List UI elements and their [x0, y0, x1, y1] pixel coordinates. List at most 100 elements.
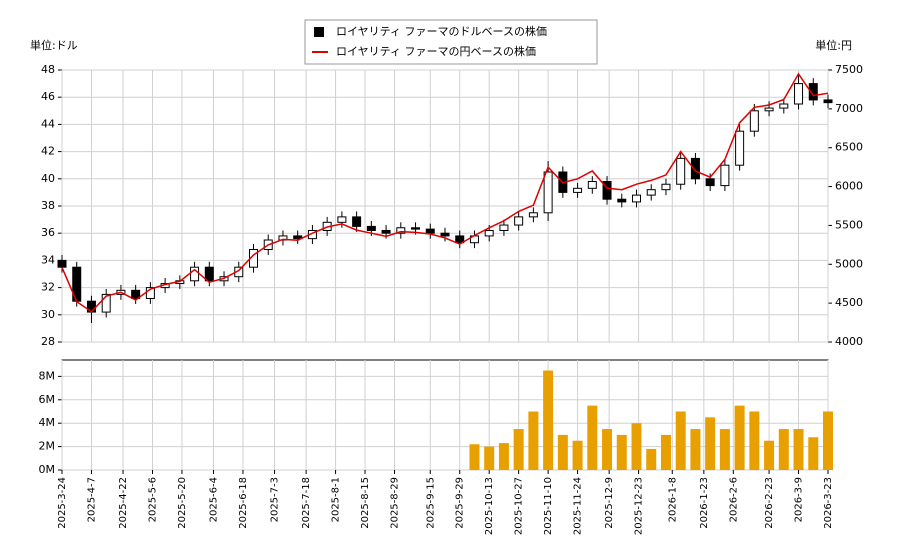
- candle-body: [808, 83, 818, 101]
- candle-body: [543, 171, 553, 214]
- volume-bar: [631, 423, 642, 470]
- volume-bar: [808, 437, 819, 470]
- y-tick-label: 28: [41, 335, 55, 348]
- y2-tick-label: 5500: [835, 218, 863, 231]
- candle-body: [499, 224, 509, 231]
- candle-body: [337, 216, 347, 223]
- x-tick-label: 2025-11-10: [543, 477, 554, 535]
- x-tick-label: 2026-3-23: [823, 477, 834, 529]
- candle-body: [396, 227, 406, 234]
- x-tick-label: 2025-7-3: [270, 477, 281, 522]
- volume-bar: [513, 429, 524, 470]
- candle-body: [617, 198, 627, 203]
- x-tick-label: 2025-7-18: [301, 477, 312, 529]
- candle-body: [720, 164, 730, 187]
- candle-body: [661, 183, 671, 191]
- x-tick-label: 2025-11-24: [573, 477, 584, 535]
- candle-body: [381, 229, 391, 234]
- candle-body: [749, 110, 759, 132]
- price-line: [61, 72, 829, 313]
- x-tick-label: 2025-8-29: [389, 477, 400, 529]
- candle-body: [646, 189, 656, 196]
- y-tick-label: 2M: [39, 440, 56, 453]
- candle-body: [204, 266, 214, 282]
- volume-bar: [528, 411, 539, 470]
- y-tick-label: 48: [41, 63, 55, 76]
- candle-body: [440, 232, 450, 237]
- volume-bar: [616, 434, 627, 470]
- y-tick-label: 34: [41, 253, 55, 266]
- x-tick-label: 2025-12-23: [634, 477, 645, 535]
- candle-body: [293, 235, 303, 240]
- y-tick-label: 32: [41, 281, 55, 294]
- x-tick-label: 2025-6-4: [209, 477, 220, 522]
- y-tick-label: 30: [41, 308, 55, 321]
- candle-body: [573, 187, 583, 193]
- candle-body: [411, 227, 421, 230]
- y2-tick-label: 7000: [835, 102, 863, 115]
- x-tick-label: 2026-2-23: [764, 477, 775, 529]
- candle-body: [632, 194, 641, 203]
- x-tick-label: 2025-9-29: [455, 477, 466, 529]
- x-tick-label: 2025-12-9: [604, 477, 615, 529]
- y2-tick-label: 5000: [835, 257, 863, 270]
- volume-bar: [734, 405, 745, 470]
- candle-body: [514, 216, 524, 226]
- legend-label: ロイヤリティ ファーマのドルベースの株価: [336, 24, 547, 38]
- volume-bar: [778, 429, 789, 470]
- volume-bar: [719, 429, 730, 470]
- y2-tick-label: 4500: [835, 296, 863, 309]
- x-tick-label: 2026-1-23: [699, 477, 710, 529]
- candle-body: [587, 181, 597, 189]
- candle-body: [602, 181, 612, 200]
- candle-body: [57, 259, 67, 268]
- y-tick-label: 40: [41, 172, 55, 185]
- legend-marker: [314, 27, 324, 37]
- x-tick-label: 2025-10-13: [484, 477, 495, 535]
- candle-body: [101, 293, 111, 313]
- y-tick-label: 44: [41, 117, 55, 130]
- volume-bar: [484, 446, 495, 470]
- x-tick-label: 2025-4-7: [86, 477, 97, 522]
- y2-tick-label: 4000: [835, 335, 863, 348]
- y2-tick-label: 7500: [835, 63, 863, 76]
- volume-bar: [602, 429, 613, 470]
- y2-tick-label: 6000: [835, 180, 863, 193]
- x-tick-label: 2025-3-24: [57, 477, 68, 529]
- y-tick-label: 36: [41, 226, 55, 239]
- volume-bar: [572, 440, 583, 470]
- y-tick-label: 46: [41, 90, 55, 103]
- volume-bar: [543, 370, 554, 470]
- candle-body: [484, 229, 494, 237]
- y-tick-label: 8M: [39, 369, 56, 382]
- candle-body: [690, 157, 700, 180]
- legend: [304, 19, 598, 65]
- volume-bar: [749, 411, 760, 470]
- volume-bar: [823, 411, 833, 470]
- candle-body: [131, 289, 141, 299]
- candle-body: [779, 103, 789, 109]
- candle-body: [735, 130, 745, 166]
- candle-body: [823, 99, 833, 104]
- x-tick-label: 2025-5-20: [177, 477, 188, 529]
- volume-bar: [646, 448, 657, 470]
- y-tick-label: 4M: [39, 416, 56, 429]
- candle-body: [455, 235, 465, 244]
- candle-body: [352, 216, 362, 227]
- x-tick-label: 2026-2-6: [728, 477, 739, 522]
- volume-bar: [705, 417, 716, 470]
- y-tick-label: 38: [41, 199, 55, 212]
- x-tick-label: 2026-3-9: [794, 477, 805, 522]
- volume-bar: [557, 434, 568, 470]
- y-tick-label: 0M: [39, 463, 56, 476]
- x-tick-label: 2025-4-22: [118, 477, 129, 529]
- volume-bar: [660, 434, 671, 470]
- volume-bar: [587, 405, 598, 470]
- volume-bar: [675, 411, 686, 470]
- candle-body: [425, 228, 435, 234]
- y-tick-label: 42: [41, 145, 55, 158]
- candle-body: [366, 225, 376, 231]
- y2-tick-label: 6500: [835, 141, 863, 154]
- y-label: 単位:ドル: [30, 38, 78, 52]
